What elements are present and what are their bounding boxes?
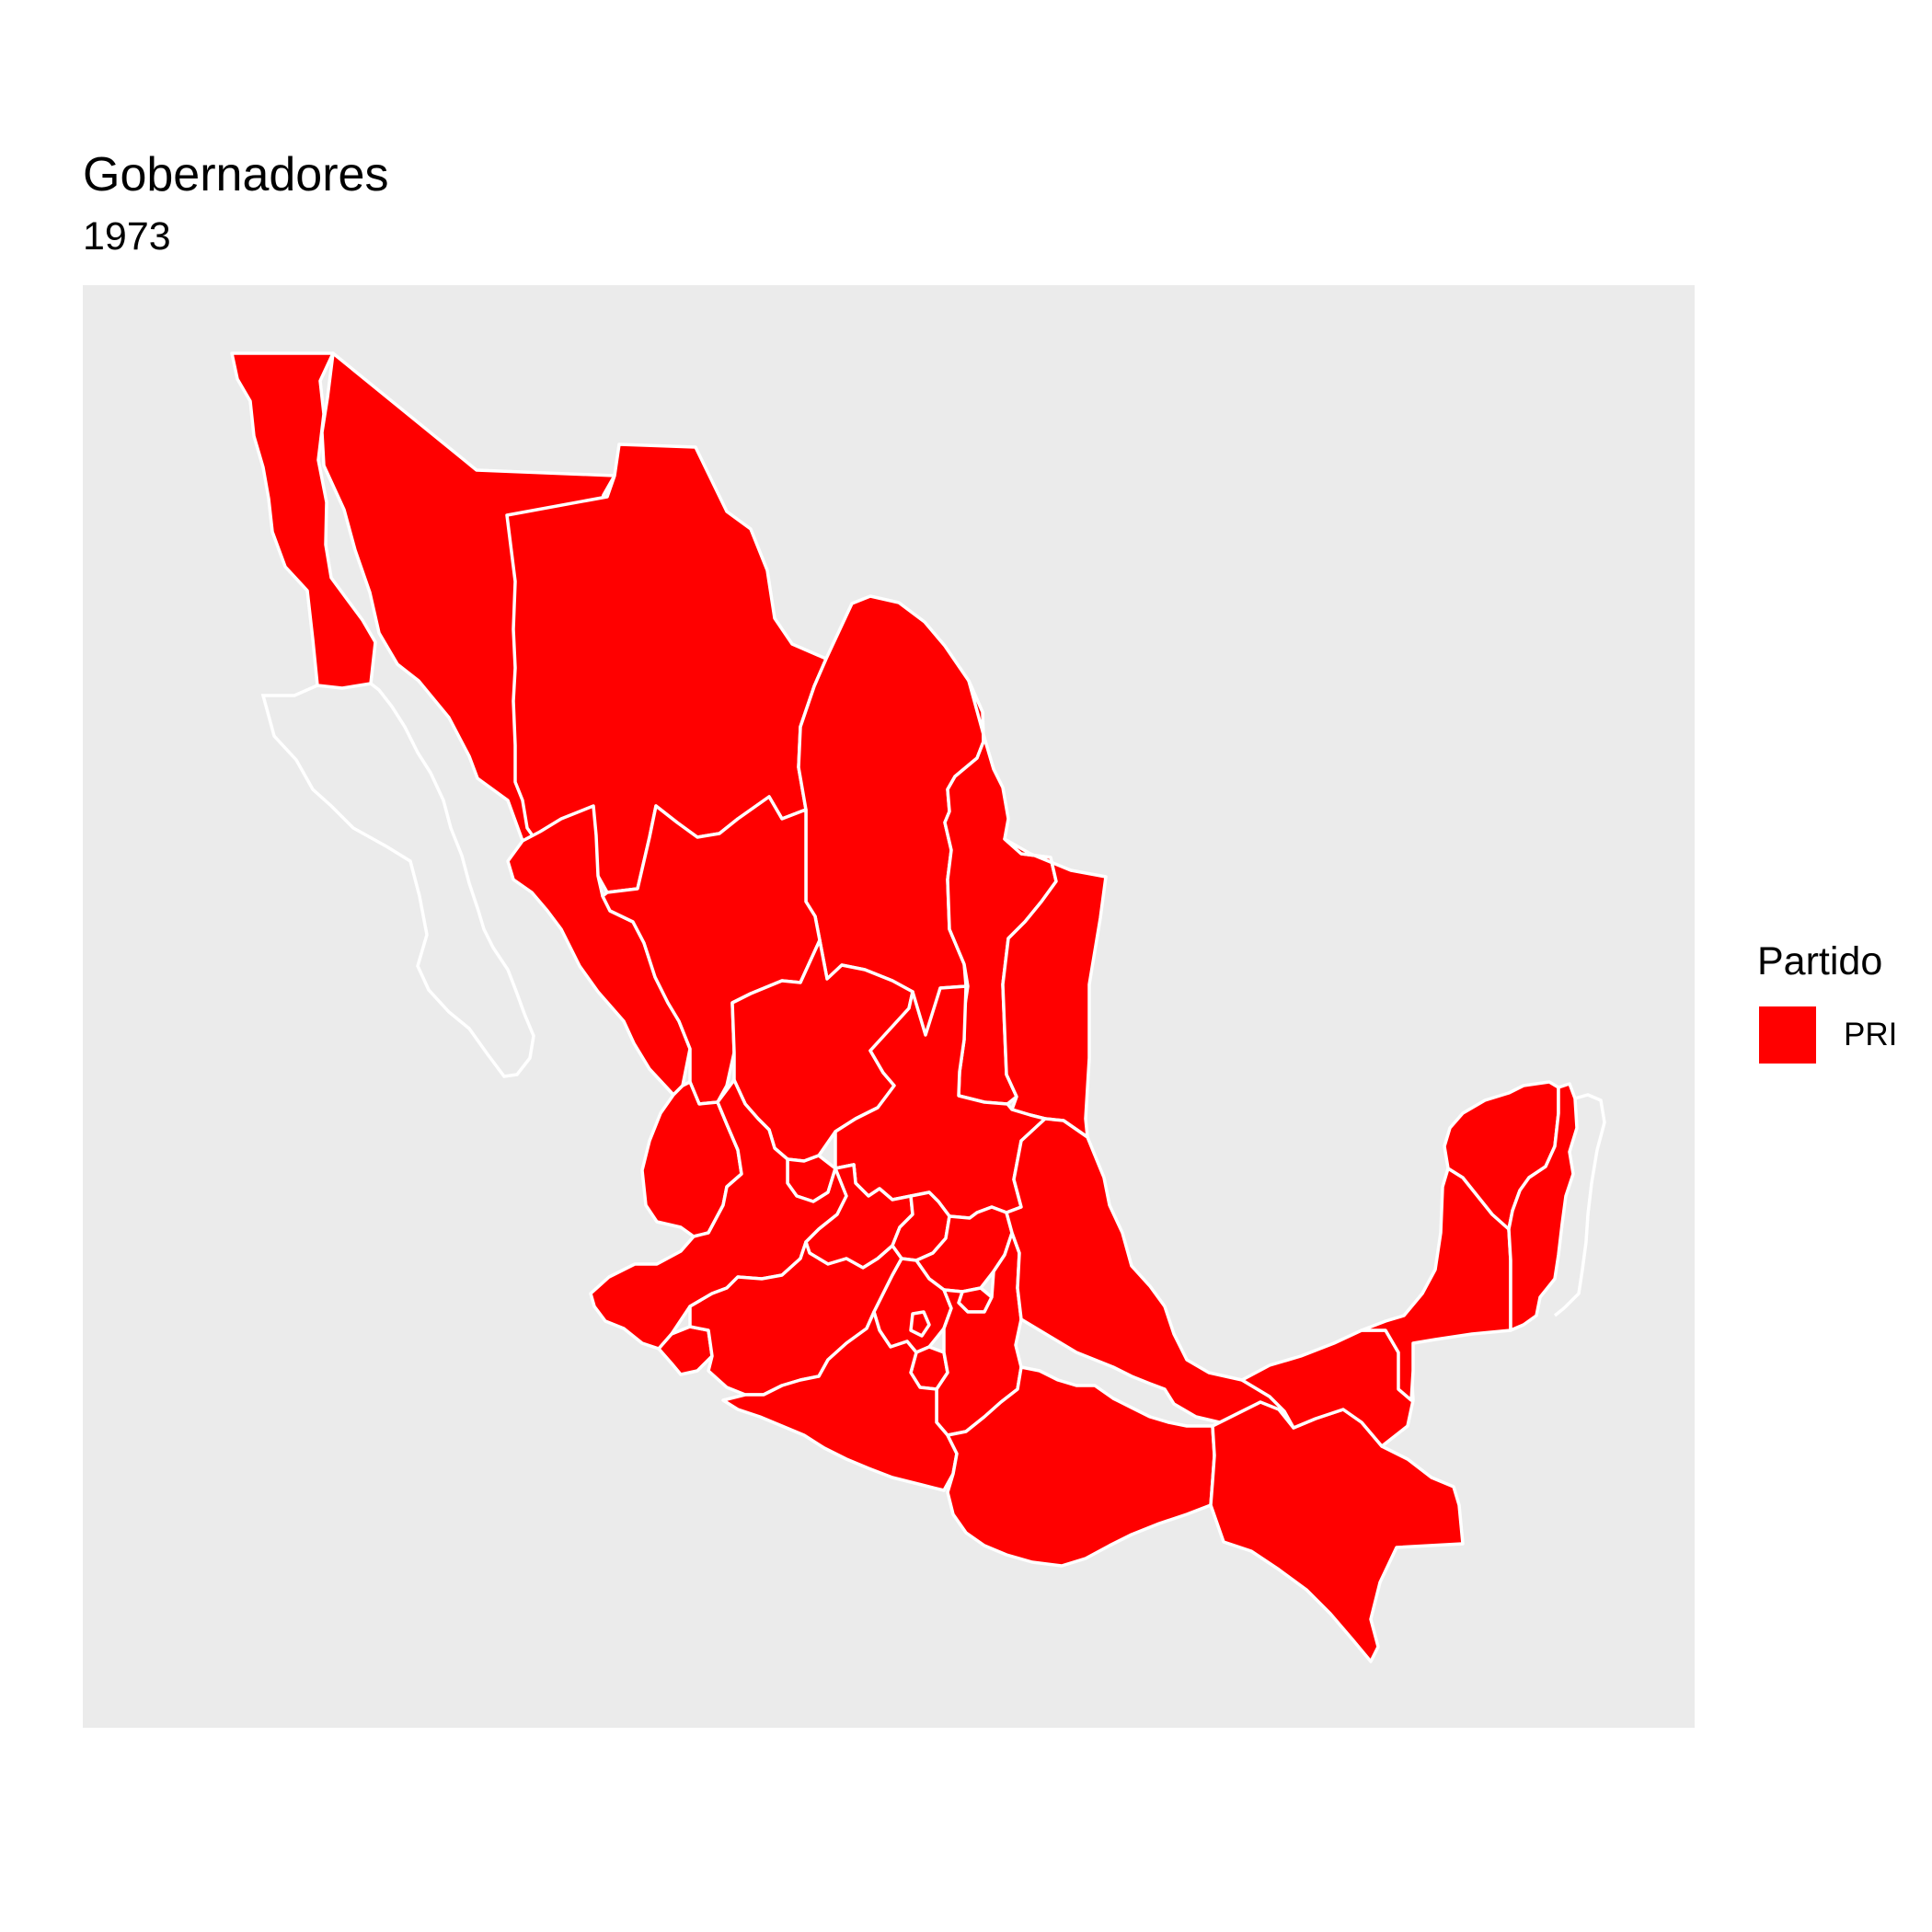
legend-title: Partido	[1757, 939, 1883, 983]
state-quintana-roo	[1507, 1082, 1579, 1332]
yucatan-coast-outline	[1553, 1093, 1606, 1317]
state-baja-california	[230, 351, 377, 690]
mexico-map	[230, 351, 1606, 1663]
legend: Partido PRI	[1757, 938, 1923, 1095]
map-title: Gobernadores	[83, 148, 389, 201]
legend-key-pri	[1759, 1006, 1816, 1064]
legend-label-pri: PRI	[1844, 1017, 1898, 1052]
state-chiapas	[1209, 1400, 1465, 1663]
state-guerrero	[721, 1310, 959, 1492]
state-hidalgo	[914, 1205, 1014, 1294]
state-tabasco	[1240, 1328, 1415, 1448]
state-baja-california-sur-outline	[260, 682, 535, 1078]
state-cdmx	[909, 1310, 931, 1338]
map-panel	[83, 285, 1695, 1728]
map-subtitle: 1973	[83, 214, 171, 259]
